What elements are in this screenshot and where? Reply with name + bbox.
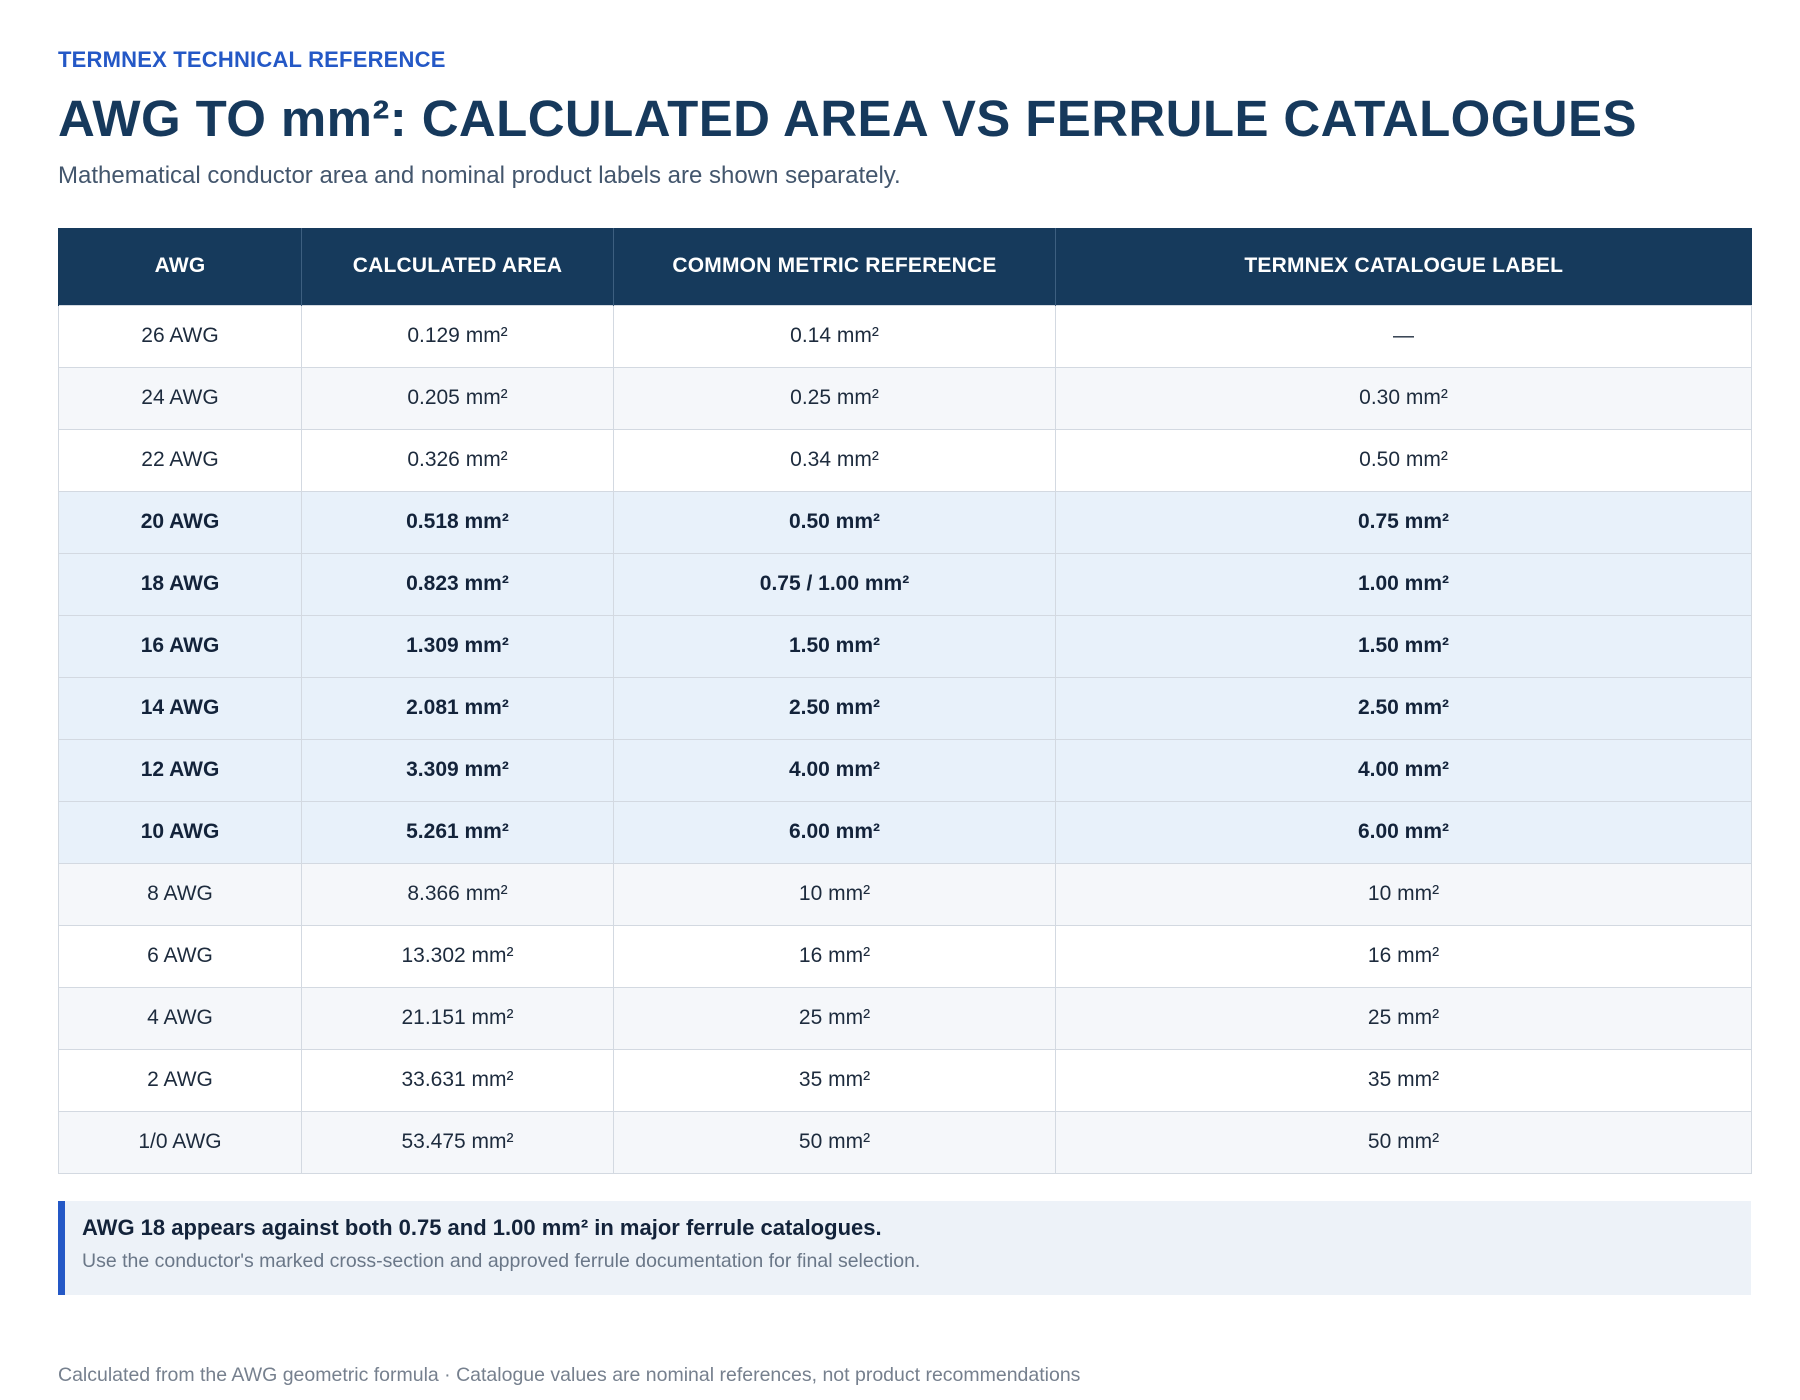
cell-calculated-area: 0.518 mm² [301, 490, 614, 554]
table-header-row: AWG CALCULATED AREA COMMON METRIC REFERE… [58, 228, 1752, 305]
table-row: 18 AWG 0.823 mm² 0.75 / 1.00 mm² 1.00 mm² [58, 552, 1752, 616]
table-row: 22 AWG 0.326 mm² 0.34 mm² 0.50 mm² [58, 428, 1752, 492]
cell-common-metric-reference: 0.50 mm² [613, 490, 1056, 554]
cell-awg: 4 AWG [58, 986, 302, 1050]
cell-calculated-area: 0.129 mm² [301, 304, 614, 368]
cell-awg: 16 AWG [58, 614, 302, 678]
cell-awg: 14 AWG [58, 676, 302, 740]
table-body: 26 AWG 0.129 mm² 0.14 mm² —24 AWG 0.205 mm² 0… [58, 304, 1752, 1174]
cell-calculated-area: 0.823 mm² [301, 552, 614, 616]
cell-catalogue-label: 25 mm² [1055, 986, 1752, 1050]
cell-catalogue-label: 2.50 mm² [1055, 676, 1752, 740]
cell-common-metric-reference: 0.14 mm² [613, 304, 1056, 368]
cell-common-metric-reference: 35 mm² [613, 1048, 1056, 1112]
cell-calculated-area: 5.261 mm² [301, 800, 614, 864]
callout-body: Use the conductor's marked cross-section… [82, 1249, 921, 1272]
table-row: 16 AWG 1.309 mm² 1.50 mm² 1.50 mm² [58, 614, 1752, 678]
cell-common-metric-reference: 2.50 mm² [613, 676, 1056, 740]
callout-heading: AWG 18 appears against both 0.75 and 1.0… [82, 1214, 882, 1240]
cell-catalogue-label: 0.50 mm² [1055, 428, 1752, 492]
table-row: 24 AWG 0.205 mm² 0.25 mm² 0.30 mm² [58, 366, 1752, 430]
cell-catalogue-label: — [1055, 304, 1752, 368]
cell-calculated-area: 8.366 mm² [301, 862, 614, 926]
table-row: 14 AWG 2.081 mm² 2.50 mm² 2.50 mm² [58, 676, 1752, 740]
cell-catalogue-label: 6.00 mm² [1055, 800, 1752, 864]
table-row: 4 AWG 21.151 mm² 25 mm² 25 mm² [58, 986, 1752, 1050]
awg-reference-table: AWG CALCULATED AREA COMMON METRIC REFERE… [58, 228, 1752, 1174]
cell-awg: 6 AWG [58, 924, 302, 988]
cell-common-metric-reference: 4.00 mm² [613, 738, 1056, 802]
cell-awg: 10 AWG [58, 800, 302, 864]
cell-catalogue-label: 1.50 mm² [1055, 614, 1752, 678]
cell-awg: 12 AWG [58, 738, 302, 802]
table-row: 10 AWG 5.261 mm² 6.00 mm² 6.00 mm² [58, 800, 1752, 864]
cell-calculated-area: 2.081 mm² [301, 676, 614, 740]
cell-catalogue-label: 0.30 mm² [1055, 366, 1752, 430]
cell-catalogue-label: 1.00 mm² [1055, 552, 1752, 616]
cell-awg: 1/0 AWG [58, 1110, 302, 1174]
column-header-catalogue-label: TERMNEX CATALOGUE LABEL [1055, 228, 1752, 305]
column-header-calculated-area: CALCULATED AREA [301, 228, 614, 305]
page-subtitle: Mathematical conductor area and nominal … [58, 162, 901, 189]
cell-catalogue-label: 50 mm² [1055, 1110, 1752, 1174]
cell-common-metric-reference: 1.50 mm² [613, 614, 1056, 678]
cell-calculated-area: 33.631 mm² [301, 1048, 614, 1112]
cell-common-metric-reference: 0.25 mm² [613, 366, 1056, 430]
cell-awg: 20 AWG [58, 490, 302, 554]
cell-catalogue-label: 0.75 mm² [1055, 490, 1752, 554]
cell-common-metric-reference: 16 mm² [613, 924, 1056, 988]
table-row: 1/0 AWG 53.475 mm² 50 mm² 50 mm² [58, 1110, 1752, 1174]
cell-catalogue-label: 4.00 mm² [1055, 738, 1752, 802]
callout-note: AWG 18 appears against both 0.75 and 1.0… [58, 1200, 1751, 1295]
cell-awg: 2 AWG [58, 1048, 302, 1112]
table-row: 12 AWG 3.309 mm² 4.00 mm² 4.00 mm² [58, 738, 1752, 802]
cell-calculated-area: 0.326 mm² [301, 428, 614, 492]
page-title: AWG TO mm²: CALCULATED AREA VS FERRULE C… [58, 90, 1637, 147]
cell-awg: 24 AWG [58, 366, 302, 430]
cell-calculated-area: 0.205 mm² [301, 366, 614, 430]
eyebrow-label: TERMNEX TECHNICAL REFERENCE [58, 47, 446, 72]
table-row: 20 AWG 0.518 mm² 0.50 mm² 0.75 mm² [58, 490, 1752, 554]
cell-calculated-area: 1.309 mm² [301, 614, 614, 678]
cell-common-metric-reference: 10 mm² [613, 862, 1056, 926]
cell-calculated-area: 21.151 mm² [301, 986, 614, 1050]
cell-common-metric-reference: 50 mm² [613, 1110, 1056, 1174]
cell-awg: 22 AWG [58, 428, 302, 492]
table-row: 8 AWG 8.366 mm² 10 mm² 10 mm² [58, 862, 1752, 926]
column-header-common-metric-reference: COMMON METRIC REFERENCE [613, 228, 1056, 305]
cell-calculated-area: 53.475 mm² [301, 1110, 614, 1174]
column-header-awg: AWG [58, 228, 302, 305]
cell-awg: 8 AWG [58, 862, 302, 926]
cell-catalogue-label: 10 mm² [1055, 862, 1752, 926]
cell-calculated-area: 3.309 mm² [301, 738, 614, 802]
cell-catalogue-label: 35 mm² [1055, 1048, 1752, 1112]
cell-catalogue-label: 16 mm² [1055, 924, 1752, 988]
cell-calculated-area: 13.302 mm² [301, 924, 614, 988]
cell-common-metric-reference: 0.34 mm² [613, 428, 1056, 492]
cell-awg: 26 AWG [58, 304, 302, 368]
table-row: 2 AWG 33.631 mm² 35 mm² 35 mm² [58, 1048, 1752, 1112]
table-row: 26 AWG 0.129 mm² 0.14 mm² — [58, 304, 1752, 368]
cell-common-metric-reference: 0.75 / 1.00 mm² [613, 552, 1056, 616]
cell-awg: 18 AWG [58, 552, 302, 616]
footer-note: Calculated from the AWG geometric formul… [58, 1364, 1081, 1386]
table-row: 6 AWG 13.302 mm² 16 mm² 16 mm² [58, 924, 1752, 988]
cell-common-metric-reference: 6.00 mm² [613, 800, 1056, 864]
cell-common-metric-reference: 25 mm² [613, 986, 1056, 1050]
